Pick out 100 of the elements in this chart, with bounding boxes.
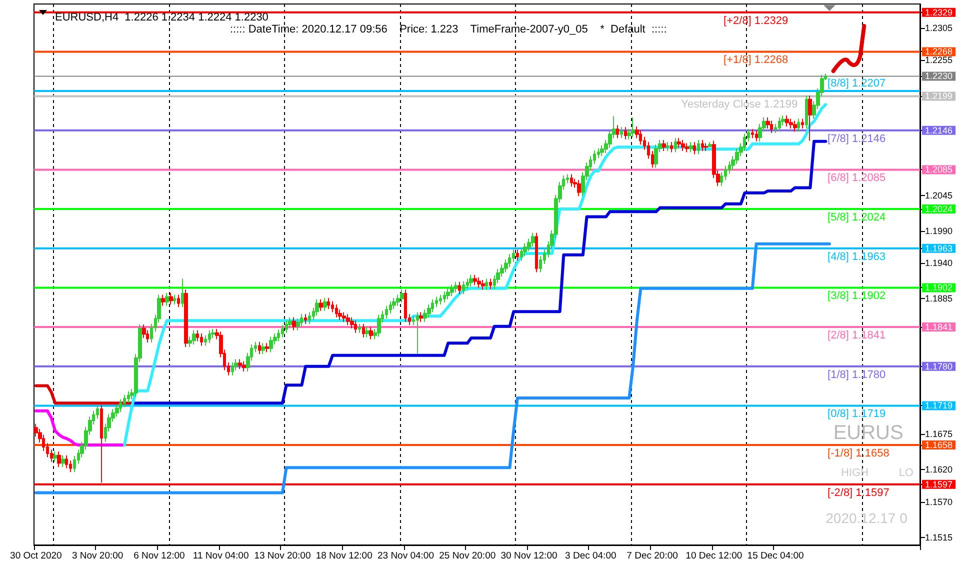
candlestick: [416, 312, 419, 354]
candlestick: [196, 330, 199, 342]
candlestick: [639, 130, 642, 146]
candlestick: [620, 126, 623, 139]
candlestick: [624, 126, 627, 140]
candlestick: [308, 312, 311, 324]
y-tick-label: 1.1902: [925, 282, 953, 293]
candlestick: [770, 120, 773, 134]
candlestick: [358, 323, 361, 334]
x-tick-label: 25 Nov 20:00: [439, 550, 496, 562]
candlestick: [204, 334, 207, 346]
candlestick: [801, 118, 804, 129]
candlestick: [654, 144, 658, 168]
candlestick: [789, 118, 793, 129]
y-tick-label: 1.2255: [925, 55, 953, 66]
y-tick-label: 1.1620: [925, 464, 953, 475]
x-tick-label: 10 Dec 12:00: [686, 550, 742, 562]
y-tick-label: 1.1940: [925, 258, 953, 268]
candlestick: [404, 289, 407, 322]
candlestick: [346, 314, 350, 326]
y-tick-label: 1.2199: [925, 91, 953, 102]
y-tick-label: 1.2268: [925, 46, 953, 57]
x-tick-label: 3 Dec 04:00: [565, 550, 616, 562]
x-tick-label: 3 Nov 20:00: [72, 550, 124, 562]
candlestick: [616, 124, 619, 139]
ref-line-label: [5/8] 1.2024: [828, 212, 886, 224]
candlestick: [685, 142, 689, 153]
candlestick: [177, 294, 180, 308]
y-tick-label: 1.2230: [925, 71, 953, 82]
candlestick: [288, 316, 292, 329]
candlestick: [446, 288, 450, 300]
x-tick-label: 13 Nov 20:00: [254, 550, 311, 562]
candlestick: [689, 141, 693, 153]
candlestick: [489, 278, 492, 290]
candlestick: [377, 314, 381, 338]
y-tick-label: 1.1963: [925, 243, 953, 254]
candlestick: [701, 140, 704, 152]
candlestick: [184, 289, 188, 348]
candlestick: [462, 280, 465, 295]
candlestick: [535, 232, 538, 273]
candlestick: [570, 174, 573, 187]
candlestick: [389, 300, 392, 314]
candlestick: [323, 298, 327, 312]
candlestick: [315, 298, 319, 316]
candlestick: [469, 274, 473, 287]
candlestick: [785, 115, 789, 128]
candlestick: [354, 320, 357, 334]
candlestick: [477, 276, 481, 288]
y-tick-label: 1.2045: [925, 190, 953, 201]
candlestick: [65, 454, 68, 469]
line-series: [34, 409, 126, 447]
candlestick: [319, 298, 323, 312]
y-tick-label: 1.1515: [925, 532, 953, 542]
ref-line-label: [1/8] 1.1780: [828, 368, 886, 381]
ref-line-label: [-2/8] 1.1597: [828, 486, 890, 499]
candlestick: [161, 294, 165, 306]
candlestick: [520, 247, 523, 262]
candlestick: [335, 304, 338, 318]
candlestick: [392, 298, 396, 310]
candlestick: [435, 296, 438, 308]
candlestick: [57, 451, 61, 468]
annotation: HIGH: [841, 466, 869, 479]
y-tick-label: 1.1885: [925, 294, 953, 304]
candlestick: [365, 326, 369, 338]
ref-line-label: [0/8] 1.1719: [828, 408, 886, 420]
line-series: [130, 140, 828, 405]
x-tick-label: 18 Nov 12:00: [316, 550, 372, 562]
candlestick: [300, 314, 303, 327]
x-tick-label: 15 Dec 04:00: [747, 550, 804, 562]
candlestick: [805, 95, 808, 129]
candlestick: [181, 278, 184, 308]
ref-line-label: [3/8] 1.1902: [828, 290, 886, 302]
ref-line-label: [4/8] 1.1963: [828, 250, 886, 263]
candlestick: [808, 95, 812, 142]
y-tick-label: 1.1719: [925, 400, 953, 411]
candlestick: [466, 278, 469, 290]
candlestick: [269, 336, 273, 353]
candlestick: [666, 141, 669, 152]
candlestick: [127, 391, 130, 403]
candlestick: [192, 330, 196, 345]
candlestick: [751, 128, 754, 139]
candlestick: [473, 274, 477, 286]
candlestick: [704, 142, 708, 152]
candlestick: [258, 341, 261, 355]
candlestick: [677, 138, 681, 148]
candlestick: [165, 292, 169, 306]
candlestick: [265, 342, 269, 353]
candlestick: [277, 329, 280, 342]
candlestick: [674, 138, 677, 153]
candlestick: [681, 140, 685, 152]
candlestick: [531, 232, 535, 247]
candlestick: [508, 254, 511, 268]
candlestick: [485, 278, 488, 290]
y-tick-label: 1.1597: [925, 479, 953, 490]
candlestick: [342, 312, 346, 322]
candlestick: [119, 398, 122, 413]
candlestick: [793, 120, 797, 132]
candlestick: [200, 333, 203, 346]
candlestick: [481, 279, 485, 290]
candlestick: [362, 323, 365, 338]
